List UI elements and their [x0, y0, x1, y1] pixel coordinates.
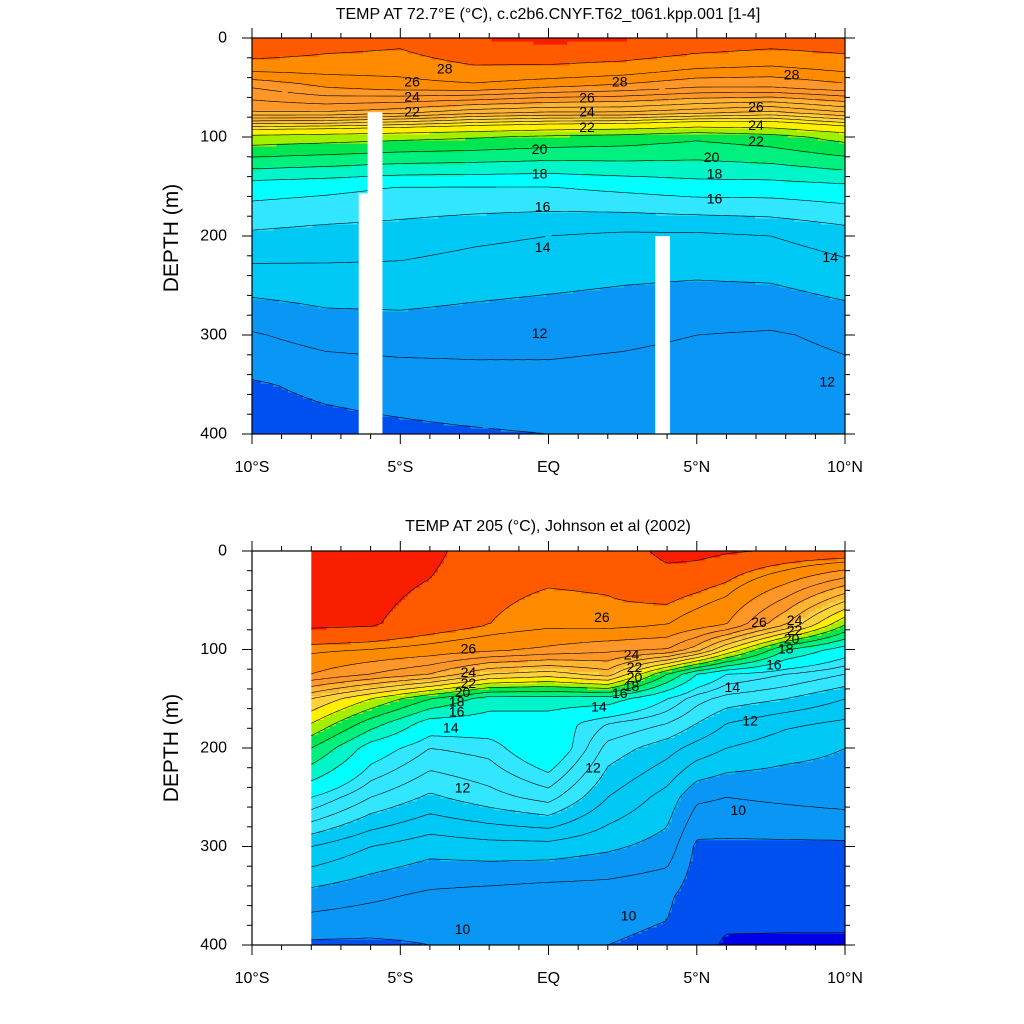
y-tick-label: 0 — [218, 543, 227, 560]
y-tick-label: 400 — [200, 426, 227, 443]
contour-label: 12 — [585, 760, 601, 776]
y-tick-label: 200 — [200, 228, 227, 245]
x-tick-label: 5°S — [387, 970, 413, 987]
contour-label: 26 — [751, 614, 767, 630]
contour-label: 12 — [532, 325, 548, 341]
contour-label: 12 — [819, 374, 835, 390]
contour-label: 28 — [784, 67, 800, 83]
contour-label: 22 — [748, 133, 764, 149]
y-axis-label: DEPTH (m) — [160, 694, 183, 803]
missing-data-mask — [655, 236, 670, 434]
contour-label: 14 — [822, 249, 838, 265]
y-tick-label: 300 — [200, 327, 227, 344]
x-tick-label: 5°N — [683, 459, 710, 476]
y-tick-label: 400 — [200, 937, 227, 954]
y-tick-label: 300 — [200, 838, 227, 855]
contour-label: 26 — [461, 641, 477, 657]
contour-label: 12 — [455, 779, 471, 795]
y-tick-label: 100 — [200, 641, 227, 658]
y-tick-label: 0 — [218, 30, 227, 47]
contour-label: 16 — [707, 190, 723, 206]
contour-label: 16 — [612, 685, 628, 701]
contour-label: 20 — [532, 141, 548, 157]
contour-label: 10 — [455, 921, 471, 937]
chart-title: TEMP AT 72.7°E (°C), c.c2b6.CNYF.T62_t06… — [336, 6, 761, 23]
x-tick-label: EQ — [537, 459, 560, 476]
temperature-band — [719, 933, 846, 946]
missing-data-mask — [368, 112, 383, 434]
contour-label: 14 — [591, 699, 607, 715]
y-tick-label: 100 — [200, 129, 227, 146]
contour-label: 26 — [404, 74, 420, 90]
contour-label: 18 — [532, 166, 548, 182]
x-tick-label: EQ — [537, 970, 560, 987]
contour-label: 10 — [621, 908, 637, 924]
y-tick-label: 200 — [200, 740, 227, 757]
x-tick-label: 10°N — [827, 459, 863, 476]
contour-label: 22 — [579, 119, 595, 135]
contour-label: 24 — [579, 103, 595, 119]
contour-label: 24 — [748, 117, 764, 133]
x-tick-label: 5°N — [683, 970, 710, 987]
x-tick-label: 10°S — [235, 970, 270, 987]
contour-label: 12 — [742, 712, 758, 728]
contour-label: 16 — [766, 656, 782, 672]
panel-model-temperature: TEMP AT 72.7°E (°C), c.c2b6.CNYF.T62_t06… — [160, 6, 863, 476]
x-tick-label: 5°S — [387, 459, 413, 476]
contour-label: 22 — [404, 103, 420, 119]
y-axis-label: DEPTH (m) — [160, 184, 183, 293]
contour-label: 10 — [731, 802, 747, 818]
contour-label: 14 — [725, 679, 741, 695]
contour-label: 26 — [748, 98, 764, 114]
contour-label: 18 — [778, 641, 794, 657]
panel-johnson-temperature: TEMP AT 205 (°C), Johnson et al (2002) D… — [160, 518, 863, 987]
contour-label: 18 — [707, 166, 723, 182]
contour-label: 14 — [443, 719, 459, 735]
x-tick-label: 10°N — [827, 970, 863, 987]
contour-label: 16 — [449, 704, 465, 720]
contour-label: 26 — [594, 609, 610, 625]
x-tick-label: 10°S — [235, 459, 270, 476]
contour-label: 24 — [404, 88, 420, 104]
contour-label: 16 — [535, 198, 551, 214]
contour-label: 28 — [437, 61, 453, 77]
chart-title: TEMP AT 205 (°C), Johnson et al (2002) — [405, 518, 691, 535]
contour-label: 20 — [704, 149, 720, 165]
contour-label: 28 — [612, 74, 628, 90]
contour-label: 14 — [535, 239, 551, 255]
